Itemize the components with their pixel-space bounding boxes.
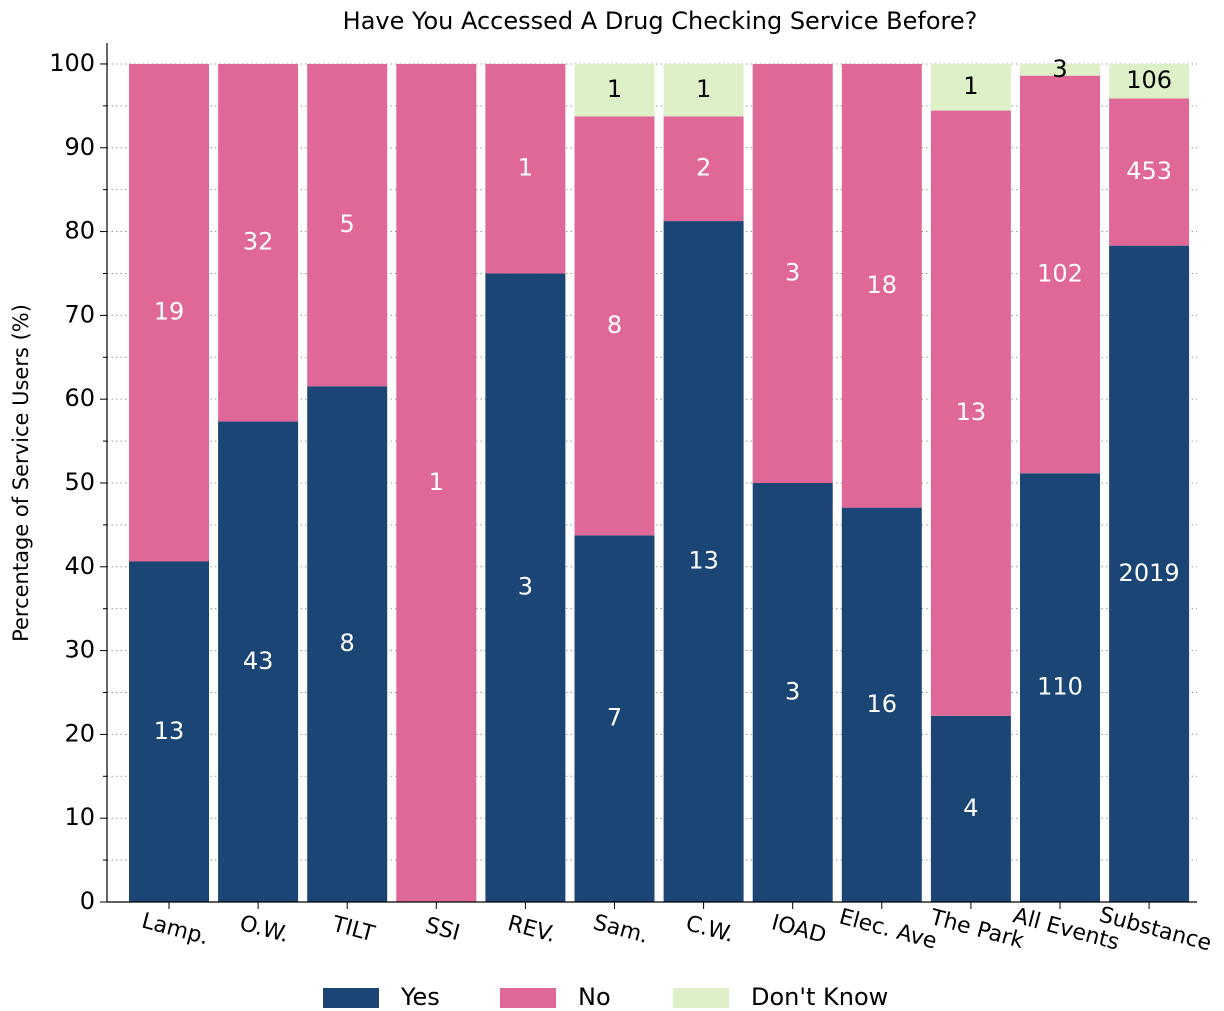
data-label: 16	[867, 690, 898, 718]
data-label: 3	[785, 258, 800, 286]
data-label: 5	[340, 210, 355, 238]
data-label: 453	[1126, 157, 1172, 185]
chart-title: Have You Accessed A Drug Checking Servic…	[343, 7, 978, 35]
x-tick-label: SSI	[423, 913, 463, 946]
bar-segment	[129, 63, 209, 562]
data-label: 3	[785, 677, 800, 705]
y-tick-label: 70	[64, 300, 95, 328]
data-label: 1	[518, 154, 533, 182]
bar-segment	[841, 507, 922, 902]
y-tick-label: 100	[49, 49, 95, 77]
data-label: 8	[340, 629, 355, 657]
y-tick-label: 40	[64, 552, 95, 580]
data-label: 43	[243, 647, 274, 675]
x-tick-label: REV.	[505, 911, 558, 948]
y-tick-label: 90	[64, 133, 95, 161]
data-label: 4	[963, 794, 978, 822]
bar-segment	[574, 535, 655, 902]
data-label: 3	[518, 573, 533, 601]
data-label: 32	[243, 228, 274, 256]
data-label: 110	[1037, 673, 1083, 701]
bar-segment	[307, 386, 388, 902]
x-tick-label: C.W.	[683, 911, 736, 948]
x-tick-label: O.W.	[237, 911, 291, 948]
bar-segment	[1109, 245, 1190, 902]
bar-segment	[574, 63, 655, 117]
y-axis-label: Percentage of Service Users (%)	[9, 304, 33, 642]
bar-segment	[930, 715, 1011, 902]
legend-swatch	[673, 988, 729, 1008]
legend-label: Yes	[400, 983, 440, 1011]
data-label: 1	[429, 468, 444, 496]
bar-segment	[1020, 473, 1100, 902]
legend-swatch	[500, 988, 556, 1008]
legend-swatch	[323, 988, 379, 1008]
bar-segment	[663, 116, 744, 222]
bar-segment	[396, 63, 477, 902]
bar-segment	[841, 63, 922, 508]
legend-label: Don't Know	[751, 983, 888, 1011]
x-tick-label: The Park	[927, 905, 1027, 954]
bar-segment	[930, 63, 1011, 111]
x-tick-label: IOAD	[769, 910, 829, 948]
x-tick-label: Sam.	[590, 910, 650, 949]
data-label: 1	[963, 72, 978, 100]
data-label: 102	[1037, 259, 1083, 287]
bar-segment	[307, 63, 388, 387]
x-tick-label: Lamp.	[139, 909, 211, 951]
bar-segment	[752, 482, 833, 902]
y-tick-label: 30	[64, 636, 95, 664]
bar-segment	[1109, 98, 1190, 246]
bar-segment	[663, 63, 744, 117]
data-label: 18	[867, 271, 898, 299]
bar-segment	[574, 116, 655, 536]
bar-segment	[218, 421, 299, 902]
bar-segment	[485, 273, 566, 903]
data-label: 19	[154, 298, 185, 326]
y-tick-label: 60	[64, 384, 95, 412]
bar-segment	[1109, 63, 1190, 99]
x-tick-label: TILT	[329, 912, 378, 948]
data-label: 13	[956, 398, 987, 426]
legend-label: No	[578, 983, 611, 1011]
bar-segment	[930, 110, 1011, 716]
data-label: 13	[154, 717, 185, 745]
y-tick-label: 20	[64, 719, 95, 747]
data-label: 2019	[1119, 559, 1180, 587]
bar-segment	[485, 63, 566, 274]
data-label: 8	[607, 311, 622, 339]
data-label: 106	[1126, 66, 1172, 94]
bar-segment	[218, 63, 299, 422]
y-tick-label: 0	[80, 887, 95, 915]
y-tick-label: 50	[64, 468, 95, 496]
data-label: 2	[696, 154, 711, 182]
bar-segment	[1020, 63, 1100, 76]
data-label: 1	[696, 75, 711, 103]
y-tick-label: 80	[64, 217, 95, 245]
data-label: 7	[607, 704, 622, 732]
bar-segment	[752, 63, 833, 483]
bar-segment	[1020, 75, 1100, 474]
x-tick-label: Elec. Ave	[836, 905, 939, 955]
bar-segment	[129, 561, 209, 902]
data-label: 1	[607, 75, 622, 103]
data-label: 13	[688, 547, 719, 575]
bar-segment	[663, 221, 744, 902]
data-label: 3	[1052, 55, 1067, 83]
y-tick-label: 10	[64, 803, 95, 831]
